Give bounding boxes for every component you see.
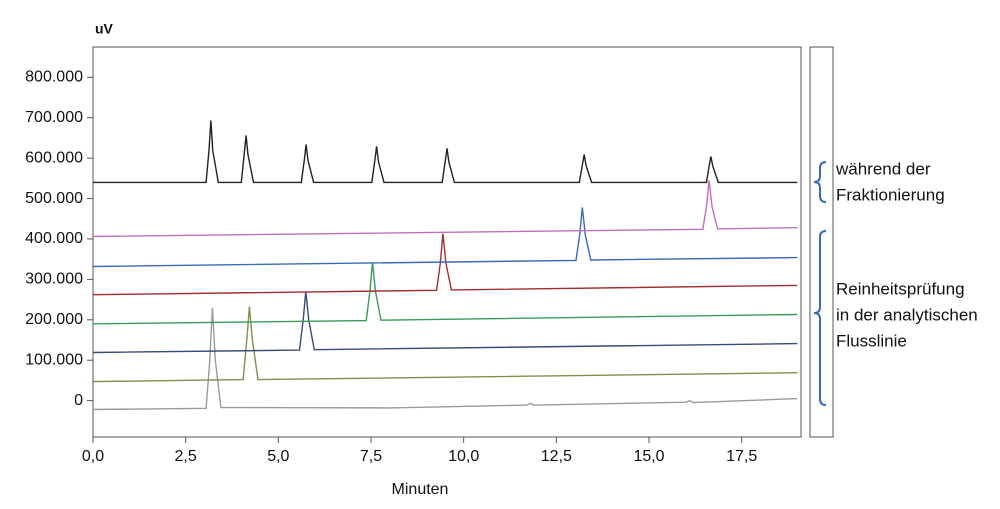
brace xyxy=(813,230,827,406)
x-tick-label: 15,0 xyxy=(633,448,664,465)
y-tick-label: 400.000 xyxy=(25,230,83,247)
y-tick-label: 300.000 xyxy=(25,271,83,288)
annotation: in der analytischen xyxy=(836,305,978,324)
x-tick-label: 10,0 xyxy=(448,448,479,465)
y-axis-label: uV xyxy=(95,21,114,37)
annotation: Fraktionierung xyxy=(836,185,945,204)
x-tick-label: 12,5 xyxy=(541,448,572,465)
x-axis-label: Minuten xyxy=(392,481,449,498)
trace xyxy=(93,120,798,184)
x-tick-label: 7,5 xyxy=(360,448,382,465)
y-tick-label: 0 xyxy=(74,392,83,409)
x-tick-label: 5,0 xyxy=(267,448,289,465)
y-tick-label: 700.000 xyxy=(25,109,83,126)
x-tick-label: 2,5 xyxy=(175,448,197,465)
trace xyxy=(92,207,798,268)
trace xyxy=(92,233,798,296)
y-tick-label: 800.000 xyxy=(25,69,83,86)
annotation: Reinheitsprüfung xyxy=(836,279,965,298)
x-tick-label: 0,0 xyxy=(82,448,104,465)
trace xyxy=(92,180,798,238)
brace xyxy=(813,161,827,203)
y-tick-label: 600.000 xyxy=(25,149,83,166)
y-tick-label: 500.000 xyxy=(25,190,83,207)
annotation: Flusslinie xyxy=(836,331,907,350)
y-tick-label: 100.000 xyxy=(25,351,83,368)
x-tick-label: 17,5 xyxy=(726,448,757,465)
side-panel xyxy=(809,46,834,438)
trace xyxy=(92,306,798,383)
y-tick-label: 200.000 xyxy=(25,311,83,328)
annotation: während der xyxy=(835,159,931,178)
plot-frame xyxy=(92,46,802,438)
